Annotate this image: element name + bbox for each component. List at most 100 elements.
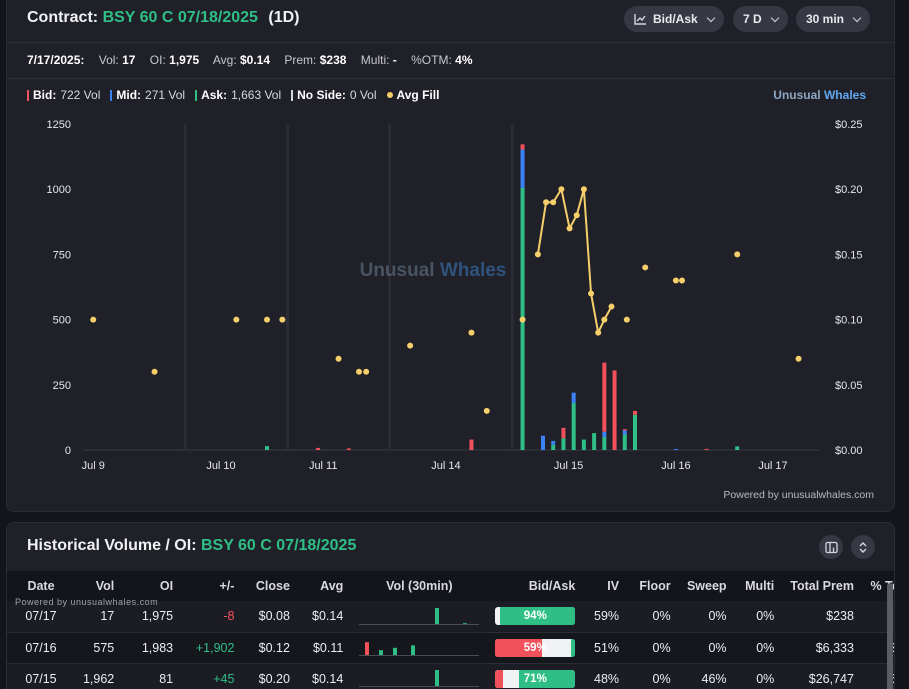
legend-label: Avg Fill: [396, 88, 440, 102]
historical-panel: Historical Volume / OI: BSY 60 C 07/18/2…: [6, 522, 895, 689]
table-scrollbar[interactable]: [887, 583, 893, 689]
sparkline-bar: [435, 670, 440, 686]
contract-chart-panel: Contract: BSY 60 C 07/18/2025 (1D) Bid/A…: [6, 0, 895, 512]
y-left-tick-label: 1000: [47, 184, 71, 196]
legend-swatch: [291, 89, 294, 101]
column-header[interactable]: Vol: [74, 571, 123, 601]
cell-vol-sparkline: [351, 632, 488, 664]
mid-volume-bar: [622, 430, 627, 435]
legend-label: Bid:: [33, 88, 57, 102]
y-right-tick-label: $0.15: [835, 249, 863, 261]
table-row[interactable]: 07/17 17 1,975 -8 $0.08 $0.14 94% 59% 0% 0% 0% $238…: [7, 601, 894, 633]
table-row[interactable]: 07/15 1,962 81 +45 $0.20 $0.14 71% 48% 0% 46% 0% $2…: [7, 663, 894, 689]
historical-title-label: Historical Volume / OI:: [27, 537, 197, 554]
cell-multi: 0%: [734, 601, 783, 633]
cell-oi-change: +1,902: [181, 632, 243, 664]
column-header[interactable]: Avg: [297, 571, 352, 601]
column-header[interactable]: Vol (30min): [351, 571, 488, 601]
bid-ask-bar: 59%: [495, 638, 576, 657]
column-header[interactable]: Floor: [627, 571, 679, 601]
legend-item[interactable]: Ask: 1,663 Vol: [195, 88, 281, 102]
title-prefix: Contract:: [27, 9, 99, 26]
column-header[interactable]: +/-: [181, 571, 243, 601]
cell-bid-ask: 94%: [487, 601, 584, 633]
historical-table: Date Vol OI +/- Close Avg Vol (30min) Bid/Ask IV…: [7, 571, 894, 689]
y-right-tick-label: $0.20: [835, 184, 863, 196]
column-header[interactable]: Bid/Ask: [487, 571, 584, 601]
cell-vol: 575: [74, 632, 123, 664]
column-header[interactable]: IV: [583, 571, 628, 601]
powered-by: Powered by unusualwhales.com: [723, 489, 874, 501]
column-header[interactable]: Sweep: [678, 571, 735, 601]
table-row[interactable]: 07/16 575 1,983 +1,902 $0.12 $0.11 59% 51% 0% 0% 0…: [7, 632, 894, 664]
sparkline-bar: [365, 642, 370, 655]
chart-mode-dropdown[interactable]: Bid/Ask: [624, 6, 724, 32]
bid-volume-bar: [469, 439, 474, 450]
mid-volume-bar: [520, 149, 525, 188]
cell-oi: 1,975: [122, 601, 182, 633]
cell-oi-change: -8: [181, 601, 243, 633]
stats-otm: 4%: [455, 53, 473, 67]
legend-item[interactable]: Bid: 722 Vol: [27, 88, 100, 102]
avg-fill-point: [279, 316, 286, 323]
ask-volume-bar: [633, 414, 637, 450]
column-header[interactable]: Multi: [734, 571, 783, 601]
expand-button[interactable]: [851, 535, 875, 559]
ask-segment: [500, 607, 576, 626]
column-header[interactable]: Close: [242, 571, 298, 601]
stats-avg: $0.14: [240, 53, 271, 67]
mid-volume-bar: [571, 392, 576, 404]
avg-fill-point: [580, 186, 587, 193]
legend-dot: [386, 92, 393, 98]
cell-vol-sparkline: [351, 663, 488, 689]
mid-volume-bar: [673, 448, 678, 450]
historical-title: Historical Volume / OI: BSY 60 C 07/18/2…: [27, 537, 356, 555]
bid-volume-bar: [704, 448, 709, 450]
avg-fill-point: [543, 199, 550, 206]
avg-fill-line: [536, 186, 613, 336]
range-dropdown[interactable]: 7 D: [733, 6, 788, 32]
cell-vol-sparkline: [351, 601, 488, 633]
avg-fill-point: [534, 251, 541, 258]
x-tick-label: Jul 15: [554, 460, 583, 470]
legend-item[interactable]: No Side: 0 Vol: [291, 88, 377, 102]
cell-close: $0.08: [242, 601, 298, 633]
sparkline-bar: [379, 650, 384, 655]
cell-floor: 0%: [627, 601, 679, 633]
x-tick-label: Jul 11: [309, 460, 338, 470]
ask-volume-bar: [592, 433, 597, 450]
stats-oi-label: OI:: [149, 53, 166, 67]
vol-sparkline: [359, 670, 480, 687]
legend-swatch: [110, 89, 113, 101]
legend-swatch: [195, 89, 198, 101]
avg-fill-point: [519, 316, 526, 323]
y-right-tick-label: $0.05: [835, 380, 863, 392]
legend-item[interactable]: Avg Fill: [386, 88, 440, 102]
bid-segment: [495, 669, 504, 688]
columns-button[interactable]: [819, 535, 843, 559]
y-right-tick-label: $0.00: [835, 445, 863, 457]
cell-close: $0.20: [242, 663, 298, 689]
column-header[interactable]: Total Prem: [782, 571, 862, 601]
divider: [7, 78, 894, 79]
chevron-down-icon: [852, 13, 862, 22]
mid-volume-bar: [602, 431, 607, 437]
mid-volume-bar: [551, 440, 556, 445]
stats-prem-label: Prem:: [284, 53, 317, 67]
avg-fill-point: [588, 290, 595, 297]
chevron-down-icon: [770, 13, 779, 22]
bid-ask-label: 94%: [523, 610, 547, 623]
interval-dropdown[interactable]: 30 min: [796, 6, 871, 32]
avg-fill-point: [483, 407, 490, 414]
cell-floor: 0%: [627, 663, 679, 689]
column-header[interactable]: Date: [7, 571, 75, 601]
column-header[interactable]: OI: [122, 571, 182, 601]
cell-floor: 0%: [627, 632, 679, 664]
avg-fill-point: [573, 212, 580, 219]
avg-fill-point: [264, 316, 270, 323]
ask-volume-bar: [581, 439, 586, 450]
legend-item[interactable]: Mid: 271 Vol: [110, 88, 185, 102]
stats-oi: 1,975: [169, 53, 200, 67]
y-right-tick-label: $0.25: [835, 119, 863, 131]
volume-avg-fill-chart: 1250 1000 750 500 250 0 $0.25 $0.20 $0.15 $0.10 $0…: [47, 119, 863, 470]
